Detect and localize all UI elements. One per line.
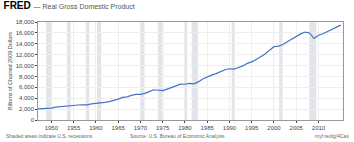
svg-text:1960: 1960 — [89, 125, 103, 131]
svg-text:1995: 1995 — [245, 125, 259, 131]
svg-text:1990: 1990 — [223, 125, 237, 131]
svg-text:1975: 1975 — [156, 125, 170, 131]
svg-text:1955: 1955 — [67, 125, 81, 131]
svg-text:10,000: 10,000 — [16, 63, 35, 69]
svg-text:4,000: 4,000 — [19, 95, 35, 101]
svg-text:1980: 1980 — [178, 125, 192, 131]
svg-text:2010: 2010 — [312, 125, 326, 131]
svg-text:FRED — Real Gross Domestic Pro: FRED — Real Gross Domestic Product — [4, 0, 135, 11]
svg-text:1965: 1965 — [111, 125, 125, 131]
svg-text:2,000: 2,000 — [19, 106, 35, 112]
svg-text:myf.red/g/4Cas: myf.red/g/4Cas — [315, 133, 349, 139]
svg-text:12,000: 12,000 — [16, 52, 35, 58]
svg-text:18,000: 18,000 — [16, 19, 35, 25]
svg-text:14,000: 14,000 — [16, 41, 35, 47]
svg-text:6,000: 6,000 — [19, 84, 35, 90]
svg-text:1970: 1970 — [134, 125, 148, 131]
svg-text:0: 0 — [31, 117, 35, 123]
svg-text:1985: 1985 — [201, 125, 215, 131]
svg-text:2000: 2000 — [267, 125, 281, 131]
svg-text:8,000: 8,000 — [19, 74, 35, 80]
svg-text:16,000: 16,000 — [16, 30, 35, 36]
svg-text:Source: U.S. Bureau of Economi: Source: U.S. Bureau of Economic Analysis — [130, 133, 225, 139]
svg-text:1950: 1950 — [45, 125, 59, 131]
svg-text:Billions of Chained 2009 Dolla: Billions of Chained 2009 Dollars — [7, 32, 13, 110]
svg-text:Shaded areas indicate U.S. rec: Shaded areas indicate U.S. recessions — [6, 133, 93, 139]
svg-text:2005: 2005 — [290, 125, 304, 131]
